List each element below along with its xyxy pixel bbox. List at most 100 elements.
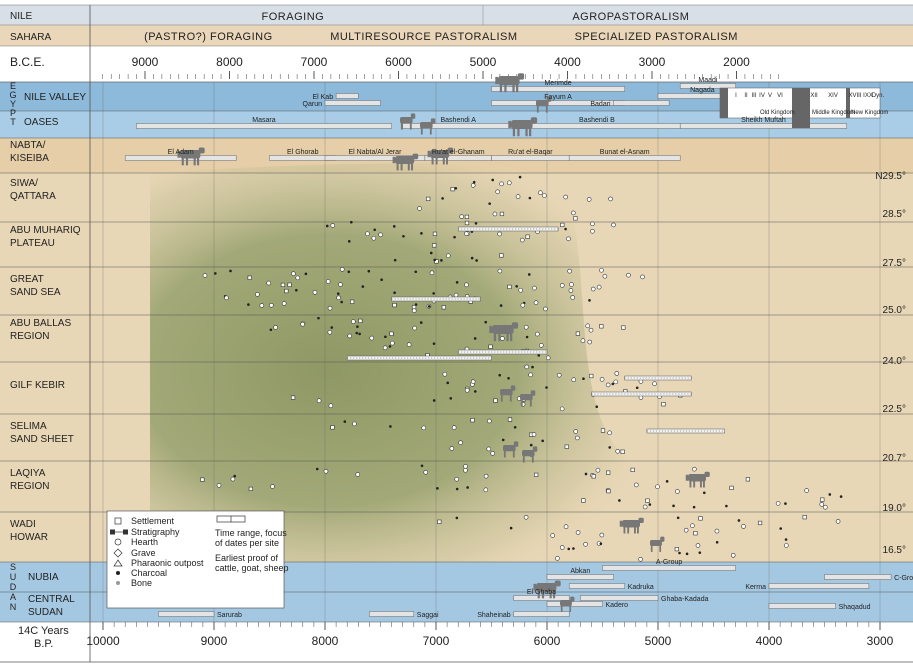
site-hearth [470,183,476,188]
bp-tick-label: 9000 [201,634,228,648]
site-charcoal [685,552,689,556]
head [546,96,552,102]
site-hearth [605,382,611,388]
site-hearth [586,197,592,202]
humid-phase-shading [150,163,708,562]
region-label: NILE VALLEY [24,92,86,103]
site-hearth [495,189,500,195]
site-charcoal [839,495,843,498]
site-hearth [429,270,435,276]
site-charcoal [692,505,696,509]
head [638,517,644,523]
site-hearth [453,292,459,298]
culture-label: Kadero [606,602,629,609]
goat-icon [500,385,516,402]
site-charcoal [572,547,575,550]
site-charcoal [698,551,702,554]
tail [177,150,180,158]
region-label: NUBIA [28,572,59,583]
leg [529,399,532,407]
site-hearth [483,473,489,479]
culture-label: Bashendi B [579,117,615,124]
site-settlement [499,253,504,258]
site-settlement [493,398,498,403]
goat-icon [400,113,416,130]
site-hearth [464,282,469,288]
site-settlement [698,516,703,521]
site-hearth [327,305,333,311]
culture-label: El Ghaba [527,589,556,596]
site-charcoal [367,269,371,273]
site-charcoal [432,399,436,402]
site-hearth [470,379,476,384]
site-charcoal [784,538,788,541]
site-charcoal [665,480,669,483]
site-hearth [539,343,544,348]
site-hearth [487,418,492,424]
leg [429,127,432,135]
bp-tick-label: 3000 [867,634,894,648]
site-charcoal [317,316,320,320]
site-hearth [291,271,296,276]
site-hearth [588,327,594,333]
cattle-icon [508,117,538,137]
site-hearth [312,290,318,295]
dynasty-label: IV [759,93,765,99]
site-settlement [284,288,289,294]
site-hearth [518,287,524,293]
culture-label: Qarun [303,101,323,108]
egypt-letter: E [10,81,16,91]
site-hearth [571,377,577,383]
site-settlement [434,259,439,264]
dynasty-label: II [744,93,748,99]
leg [493,333,497,342]
sudan-letter: D [10,582,17,592]
site-hearth [442,371,448,377]
site-hearth [638,556,643,562]
site-charcoal [702,491,706,495]
site-hearth [568,288,574,293]
site-hearth [451,425,457,430]
culture-label: Merimde [544,80,571,87]
site-charcoal [737,519,741,522]
latitude-label: N29.5° [875,171,906,182]
site-settlement [432,243,437,248]
legend-range-label: Time range, focus [215,528,287,538]
tail [392,156,395,164]
site-settlement [757,520,763,526]
leg [560,605,563,612]
site-hearth [382,345,388,351]
site-hearth [449,446,455,451]
leg [510,333,513,342]
site-charcoal [672,504,675,508]
site-hearth [563,194,568,200]
tail [619,520,622,527]
culture-bar [491,86,625,92]
head [513,441,519,447]
site-hearth [445,253,451,259]
body [498,76,520,85]
leg [498,333,501,342]
site-charcoal [373,228,377,232]
dynasty-label: I [735,93,737,99]
site-hearth [378,232,383,238]
legend-charcoal-symbol [116,571,120,575]
site-hearth [216,483,222,488]
site-hearth [575,530,581,535]
site-settlement [450,187,455,192]
site-hearth [270,484,275,489]
region-label: GILF KEBIR [10,380,65,391]
culture-label: Shaheinab [477,612,511,619]
site-hearth [515,194,521,199]
dynastic-block [720,88,728,118]
legend-settlement-symbol [114,517,122,525]
site-charcoal [618,499,621,502]
site-charcoal [537,354,541,357]
site-charcoal [595,405,599,409]
culture-label: El Nabta/Al Jerar [348,149,402,156]
site-settlement [499,211,505,217]
region-label: GREAT [10,274,44,285]
site-hearth [599,267,604,273]
phase-label: (PASTRO?) FORAGING [144,31,273,43]
